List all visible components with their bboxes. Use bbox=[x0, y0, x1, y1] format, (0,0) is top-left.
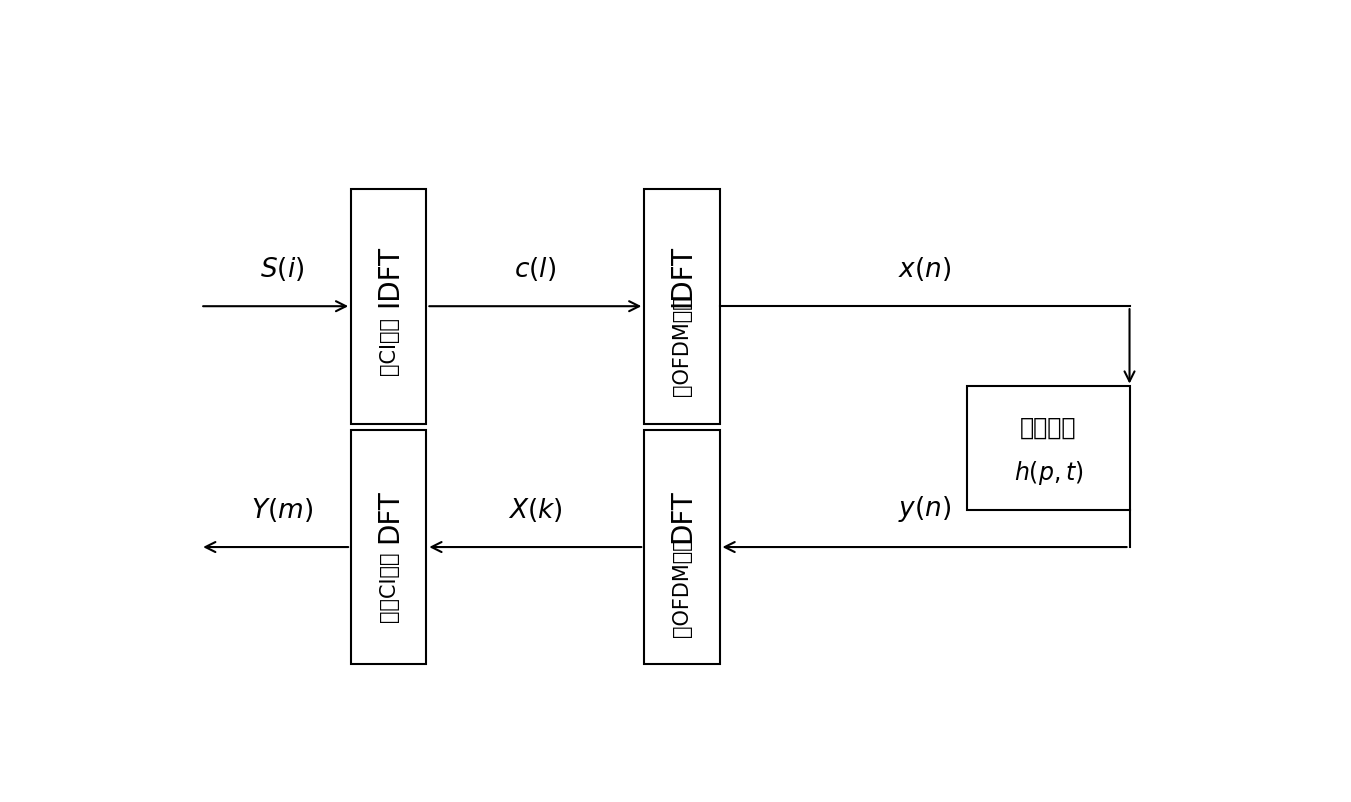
FancyBboxPatch shape bbox=[644, 430, 720, 664]
Text: （解CI码）: （解CI码） bbox=[378, 552, 399, 622]
Text: $Y(m)$: $Y(m)$ bbox=[251, 496, 313, 524]
Text: DFT: DFT bbox=[667, 490, 696, 544]
Text: IDFT: IDFT bbox=[374, 245, 403, 306]
Text: $x(n)$: $x(n)$ bbox=[898, 255, 951, 283]
Text: $h(p,t)$: $h(p,t)$ bbox=[1013, 459, 1084, 487]
Text: $y(n)$: $y(n)$ bbox=[898, 493, 951, 524]
Text: DFT: DFT bbox=[374, 490, 403, 544]
Text: 无线信道: 无线信道 bbox=[1020, 416, 1077, 439]
Text: （OFDM接）: （OFDM接） bbox=[671, 537, 692, 637]
FancyBboxPatch shape bbox=[644, 189, 720, 423]
FancyBboxPatch shape bbox=[351, 189, 427, 423]
Text: $X(k)$: $X(k)$ bbox=[508, 496, 563, 524]
Text: $S(i)$: $S(i)$ bbox=[259, 255, 304, 283]
FancyBboxPatch shape bbox=[967, 387, 1129, 510]
FancyBboxPatch shape bbox=[351, 430, 427, 664]
Text: IDFT: IDFT bbox=[667, 245, 696, 306]
Text: $c(l)$: $c(l)$ bbox=[515, 255, 557, 283]
Text: （OFDM发）: （OFDM发） bbox=[671, 296, 692, 396]
Text: （CI码）: （CI码） bbox=[378, 317, 399, 375]
